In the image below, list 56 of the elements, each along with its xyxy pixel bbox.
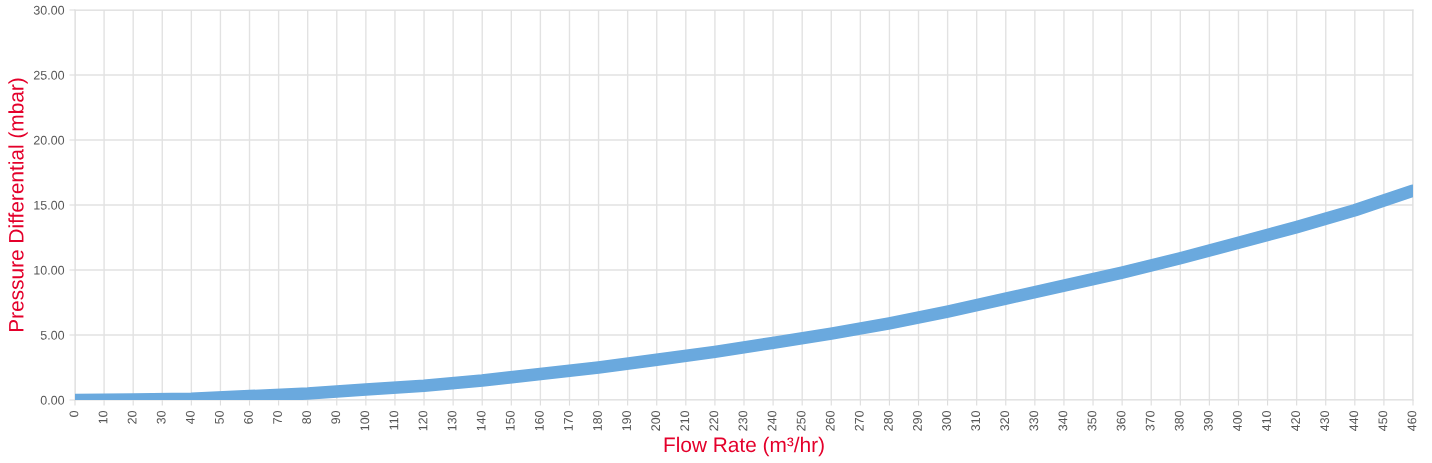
y-tick-label: 5.00: [40, 330, 65, 340]
x-tick-label: 80: [302, 410, 312, 424]
x-tick-label: 240: [767, 410, 777, 431]
x-tick-label: 420: [1291, 410, 1301, 431]
x-tick-label: 160: [534, 410, 544, 431]
x-tick-label: 290: [913, 410, 922, 431]
x-tick-label: 400: [1232, 410, 1242, 431]
x-tick-label: 440: [1349, 410, 1359, 431]
x-tick-label: 130: [447, 410, 457, 431]
x-tick-label: 350: [1087, 410, 1097, 431]
y-tick-label: 10.00: [34, 265, 65, 275]
y-tick-label: 20.00: [33, 135, 65, 145]
x-tick-label: 120: [418, 410, 428, 431]
x-tick-label: 190: [622, 410, 632, 431]
x-tick-label: 20: [127, 410, 137, 424]
x-tick-label: 220: [709, 410, 719, 431]
x-tick-label: 70: [273, 410, 282, 424]
x-tick-label: 90: [331, 410, 341, 424]
x-tick-label: 50: [214, 410, 224, 424]
x-tick-label: 140: [476, 410, 486, 431]
x-tick-label: 410: [1262, 410, 1271, 431]
x-tick-label: 450: [1378, 410, 1388, 431]
x-tick-label: 390: [1203, 410, 1213, 431]
x-tick-label: 110: [389, 410, 399, 430]
x-tick-label: 60: [244, 410, 253, 424]
x-tick-label: 30: [156, 410, 166, 424]
x-tick-label: 40: [185, 410, 195, 425]
x-tick-label: 310: [971, 410, 981, 431]
x-tick-label: 280: [883, 410, 893, 431]
x-tick-label: 230: [738, 410, 748, 431]
x-tick-label: 460: [1407, 410, 1417, 431]
x-axis-title: Flow Rate (m³/hr): [664, 436, 824, 457]
x-tick-label: 360: [1116, 410, 1126, 431]
y-tick-label: 25.00: [33, 70, 65, 80]
x-tick-label: 180: [593, 410, 602, 431]
x-tick-label: 300: [942, 410, 951, 431]
x-tick-label: 330: [1029, 410, 1039, 431]
x-tick-label: 370: [1145, 410, 1155, 431]
y-axis-title: Pressure Differential (mbar): [8, 78, 28, 332]
x-tick-label: 210: [680, 410, 690, 431]
x-tick-label: 100: [360, 410, 370, 431]
x-tick-label: 340: [1058, 410, 1068, 431]
x-tick-label: 320: [1000, 410, 1010, 431]
x-tick-label: 150: [505, 410, 515, 431]
x-tick-label: 380: [1174, 410, 1184, 431]
x-tick-label: 260: [825, 410, 835, 431]
x-tick-label: 10: [98, 410, 108, 424]
x-tick-label: 0: [69, 410, 79, 417]
x-tick-label: 270: [854, 410, 864, 431]
x-tick-label: 430: [1320, 410, 1330, 431]
y-tick-label: 30.00: [33, 5, 65, 15]
x-tick-label: 170: [563, 410, 573, 431]
y-tick-label: 0.00: [40, 395, 65, 405]
x-tick-label: 250: [796, 410, 806, 431]
x-tick-label: 200: [651, 410, 661, 431]
y-tick-label: 15.00: [34, 200, 65, 210]
